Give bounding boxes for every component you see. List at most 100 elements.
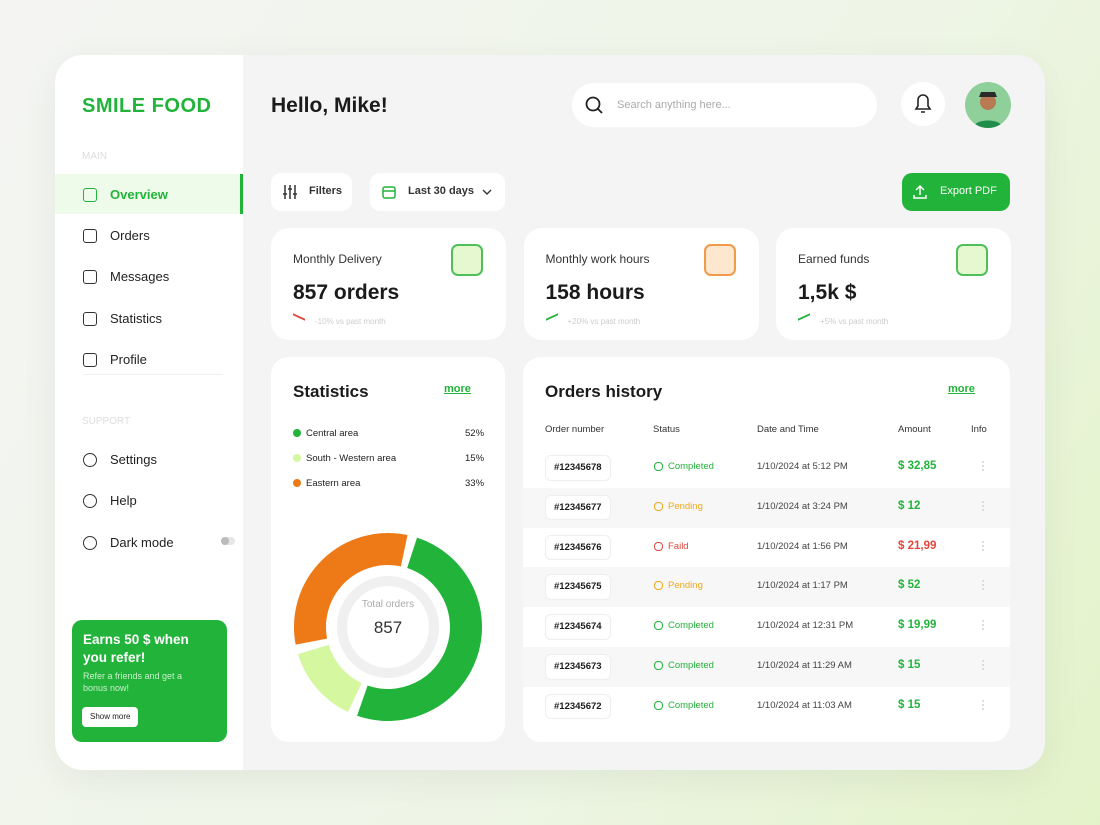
status-icon — [654, 661, 663, 670]
nav-item[interactable]: Settings — [110, 452, 157, 467]
promo-text: Refer a friends and get a bonus now! — [83, 671, 183, 693]
column-header: Amount — [898, 424, 931, 435]
nav-item[interactable]: Overview — [110, 187, 168, 202]
kpi-title: Monthly work hours — [545, 252, 650, 266]
card-title: Orders history — [545, 382, 663, 401]
kpi-icon — [956, 244, 988, 276]
nav-item[interactable]: Profile — [110, 352, 147, 367]
section-heading: MAIN — [82, 151, 107, 162]
status-icon — [654, 462, 663, 471]
donut-chart: Total orders 857 — [294, 533, 482, 721]
nav-icon — [83, 312, 97, 326]
date: 1/10/2024 at 11:03 AM — [757, 699, 852, 711]
promo-button[interactable]: Show more — [82, 707, 139, 727]
brand: SMILE FOOD — [82, 95, 212, 117]
legend-value: 15% — [465, 453, 485, 464]
status: Pending — [668, 500, 703, 512]
order-number: #12345677 — [545, 494, 611, 521]
legend-dot — [293, 479, 301, 487]
info-button[interactable] — [982, 580, 986, 591]
donut-segment — [357, 537, 482, 721]
card-title: Statistics — [293, 382, 369, 401]
kpi-icon — [451, 244, 483, 276]
kpi-title: Earned funds — [798, 252, 870, 266]
date: 1/10/2024 at 12:31 PM — [757, 620, 854, 632]
filters-label: Filters — [309, 185, 343, 197]
nav-icon — [83, 229, 97, 243]
info-button[interactable] — [982, 461, 986, 471]
kpi-title: Monthly Delivery — [293, 252, 382, 266]
nav-item[interactable]: Orders — [110, 228, 150, 243]
nav-icon — [83, 270, 97, 284]
period-dropdown[interactable]: Last 30 days — [370, 173, 505, 211]
nav-icon — [83, 536, 97, 550]
trend-icon — [798, 313, 810, 327]
nav-item[interactable]: Messages — [110, 269, 170, 284]
order-number: #12345678 — [545, 455, 611, 481]
kpi-card: Earned funds 1,5k $ +5% vs past month — [776, 228, 1011, 340]
date: 1/10/2024 at 11:29 AM — [757, 660, 852, 671]
amount: $ 12 — [898, 499, 921, 512]
column-header: Date and Time — [757, 424, 819, 435]
kpi-trend: -10% vs past month — [315, 317, 386, 326]
avatar[interactable] — [965, 82, 1011, 128]
status-icon — [654, 621, 663, 631]
active-item-bg — [55, 174, 243, 214]
info-button[interactable] — [982, 620, 986, 631]
status: Faild — [668, 540, 689, 552]
kpi-trend: +20% vs past month — [567, 317, 641, 326]
center-value: 857 — [374, 618, 402, 637]
legend-name: Eastern area — [306, 478, 361, 489]
legend-name: South - Western area — [306, 453, 397, 464]
info-button[interactable] — [982, 540, 986, 551]
app-window: SMILE FOOD MAIN SUPPORT Earns 50 $ when … — [55, 55, 1045, 770]
status: Completed — [668, 699, 714, 711]
filters-button[interactable]: Filters — [271, 173, 352, 211]
nav-icon — [83, 188, 97, 202]
more-link[interactable]: more — [948, 383, 975, 395]
kpi-icon — [703, 244, 736, 276]
legend-dot — [293, 429, 301, 437]
legend-value: 52% — [465, 428, 485, 439]
date: 1/10/2024 at 1:17 PM — [757, 580, 848, 592]
status-icon — [654, 700, 663, 710]
amount: $ 15 — [898, 659, 921, 671]
center-label: Total orders — [362, 599, 414, 610]
info-button[interactable] — [982, 660, 986, 670]
trend-icon — [293, 313, 305, 327]
greeting: Hello, Mike! — [271, 94, 388, 117]
search-box[interactable]: Search anything here... — [572, 83, 877, 127]
nav-icon — [83, 353, 97, 367]
amount: $ 19,99 — [898, 619, 937, 632]
column-header: Info — [971, 424, 987, 435]
amount: $ 15 — [898, 698, 921, 711]
order-number: #12345673 — [545, 654, 611, 680]
promo-title: Earns 50 $ when you refer! — [83, 632, 189, 665]
date: 1/10/2024 at 3:24 PM — [757, 500, 848, 512]
order-number: #12345676 — [545, 534, 611, 561]
export-button[interactable]: Export PDF — [902, 173, 1010, 211]
column-header: Order number — [545, 424, 605, 435]
kpi-value: 1,5k $ — [798, 281, 857, 304]
order-number: #12345674 — [545, 614, 611, 640]
legend-name: Central area — [306, 428, 359, 439]
nav-item[interactable]: Help — [110, 493, 137, 508]
notifications-button[interactable] — [901, 82, 945, 126]
info-button[interactable] — [982, 699, 986, 710]
status-icon — [654, 541, 663, 551]
kpi-value: 158 hours — [545, 281, 645, 304]
column-header: Status — [653, 424, 680, 435]
date: 1/10/2024 at 1:56 PM — [757, 540, 848, 552]
info-button[interactable] — [982, 500, 986, 511]
dark-mode-toggle[interactable] — [221, 537, 235, 545]
nav-item[interactable]: Statistics — [110, 311, 163, 326]
legend-dot — [293, 454, 301, 462]
donut-segment — [294, 533, 408, 645]
export-label: Export PDF — [940, 185, 997, 197]
nav-item[interactable]: Dark mode — [110, 535, 174, 550]
amount: $ 32,85 — [898, 460, 937, 472]
promo-card: Earns 50 $ when you refer! Refer a frien… — [72, 620, 227, 742]
kpi-card: Monthly work hours 158 hours +20% vs past … — [523, 228, 759, 340]
more-link[interactable]: more — [444, 383, 471, 395]
